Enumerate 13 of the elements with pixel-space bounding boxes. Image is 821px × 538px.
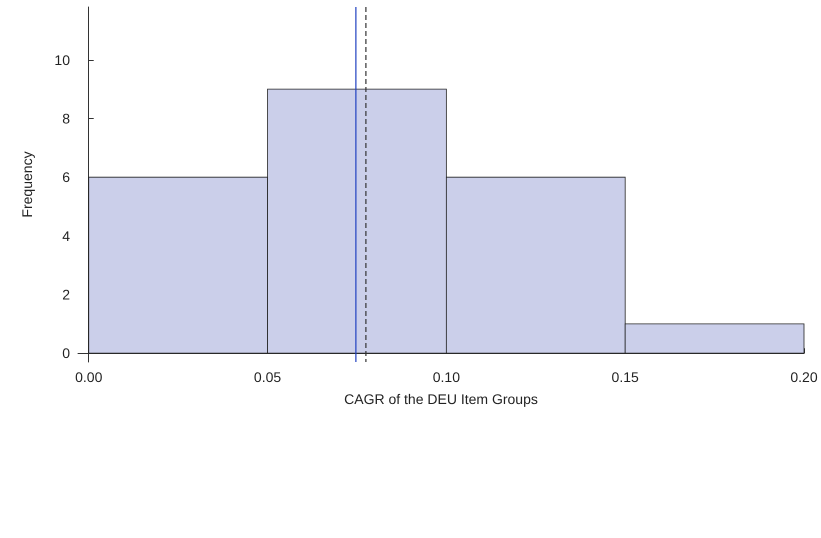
y-tick-label: 4	[62, 228, 70, 244]
x-tick-label: 0.10	[432, 369, 460, 385]
x-tick-label: 0.00	[75, 369, 103, 385]
y-axis-title: Frequency	[19, 151, 35, 218]
y-tick-label: 8	[62, 110, 70, 126]
y-tick-label: 2	[62, 286, 70, 303]
y-tick-label: 0	[62, 345, 70, 362]
y-tick-label: 10	[54, 52, 70, 68]
x-tick-label: 0.05	[254, 369, 282, 385]
y-tick-label: 6	[62, 169, 70, 186]
x-tick-label: 0.15	[612, 369, 640, 385]
x-axis-title: CAGR of the DEU Item Groups	[344, 391, 538, 407]
x-tick-label: 0.20	[790, 369, 818, 385]
